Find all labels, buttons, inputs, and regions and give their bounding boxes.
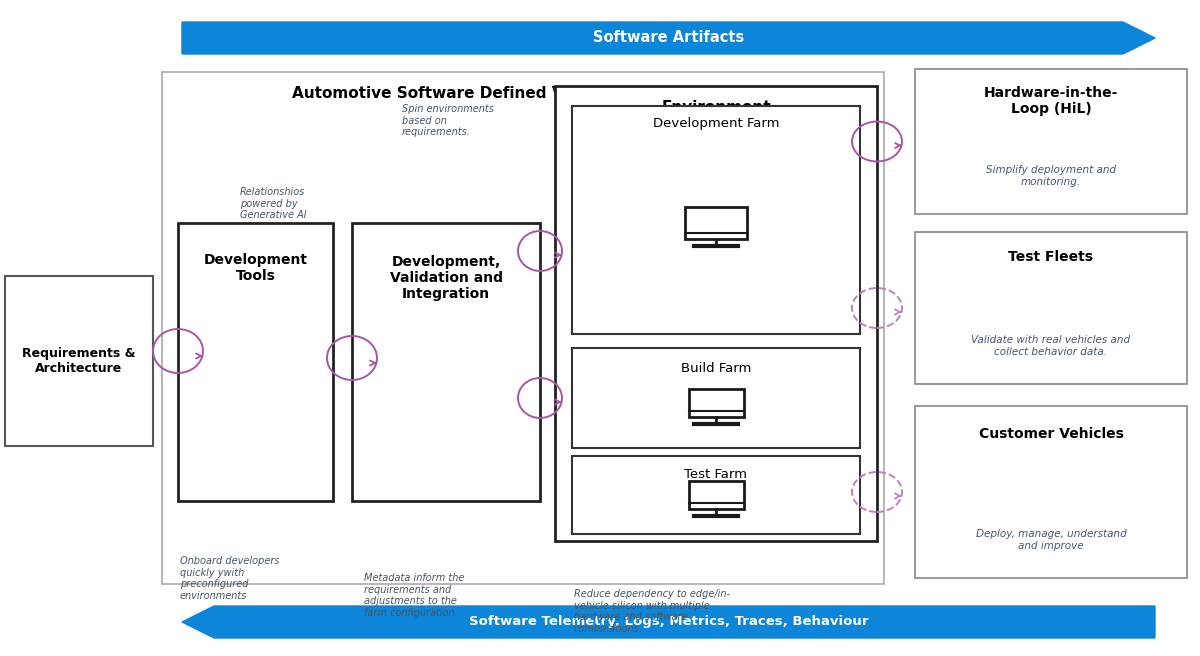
FancyBboxPatch shape bbox=[916, 69, 1187, 214]
FancyBboxPatch shape bbox=[572, 348, 860, 448]
Text: Relationshios
powered by
Generative AI: Relationshios powered by Generative AI bbox=[240, 187, 307, 220]
FancyArrow shape bbox=[182, 606, 1154, 638]
Text: Software Artifacts: Software Artifacts bbox=[593, 30, 744, 45]
Text: Development
Tools: Development Tools bbox=[204, 253, 307, 283]
Text: Environment: Environment bbox=[661, 100, 770, 115]
Text: Development Farm: Development Farm bbox=[653, 117, 779, 131]
FancyBboxPatch shape bbox=[916, 406, 1187, 578]
Text: Test Farm: Test Farm bbox=[684, 468, 748, 480]
Text: Validate with real vehicles and
collect behavior data.: Validate with real vehicles and collect … bbox=[972, 335, 1130, 357]
Text: Simplify deployment and
monitoring.: Simplify deployment and monitoring. bbox=[986, 165, 1116, 187]
Text: Metadata inform the
requirements and
adjustments to the
farm configuration.: Metadata inform the requirements and adj… bbox=[364, 573, 464, 618]
Text: Software Telemetry, Logs, Metrics, Traces, Behaviour: Software Telemetry, Logs, Metrics, Trace… bbox=[469, 615, 869, 628]
Text: Hardware-in-the-
Loop (HiL): Hardware-in-the- Loop (HiL) bbox=[984, 86, 1118, 116]
FancyBboxPatch shape bbox=[554, 86, 877, 541]
FancyBboxPatch shape bbox=[689, 482, 744, 508]
Text: Requirements &
Architecture: Requirements & Architecture bbox=[23, 347, 136, 375]
Text: Build Farm: Build Farm bbox=[680, 361, 751, 375]
Text: Development,
Validation and
Integration: Development, Validation and Integration bbox=[390, 255, 503, 301]
FancyArrow shape bbox=[182, 22, 1154, 54]
FancyBboxPatch shape bbox=[178, 223, 334, 501]
Text: Reduce dependency to edge/in-
vehicle silicon with multiple
hardware and softwar: Reduce dependency to edge/in- vehicle si… bbox=[574, 589, 730, 634]
Text: Spin environments
based on
requirements.: Spin environments based on requirements. bbox=[402, 104, 494, 137]
FancyBboxPatch shape bbox=[5, 276, 154, 446]
FancyBboxPatch shape bbox=[352, 223, 540, 501]
FancyBboxPatch shape bbox=[685, 207, 748, 239]
Text: Onboard developers
quickly ywith
preconfigured
environments: Onboard developers quickly ywith preconf… bbox=[180, 556, 280, 601]
Text: Deploy, manage, understand
and improve: Deploy, manage, understand and improve bbox=[976, 529, 1127, 551]
FancyBboxPatch shape bbox=[689, 389, 744, 417]
FancyBboxPatch shape bbox=[572, 456, 860, 534]
FancyBboxPatch shape bbox=[916, 232, 1187, 384]
Text: Customer Vehicles: Customer Vehicles bbox=[978, 427, 1123, 441]
FancyBboxPatch shape bbox=[572, 106, 860, 334]
Text: Automotive Software Defined Vehicle (SDV) Toolchain: Automotive Software Defined Vehicle (SDV… bbox=[292, 87, 754, 102]
FancyBboxPatch shape bbox=[162, 72, 884, 584]
Text: Test Fleets: Test Fleets bbox=[1008, 250, 1093, 264]
